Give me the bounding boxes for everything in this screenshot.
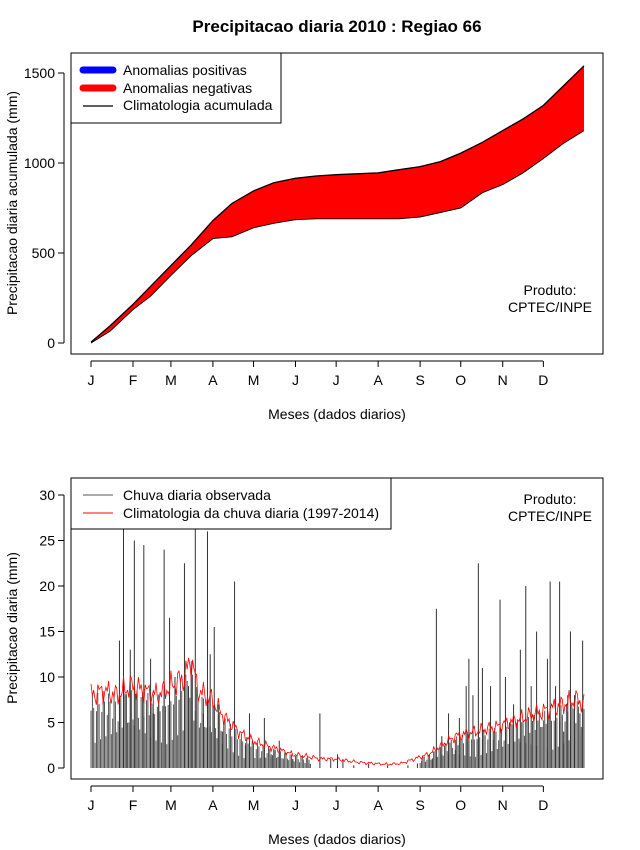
y-axis: 0 500 1000 1500 xyxy=(24,65,65,351)
credit-source: CPTEC/INPE xyxy=(508,508,592,524)
x-tick-label: N xyxy=(498,797,508,813)
x-tick-label: J xyxy=(333,372,340,388)
legend: Anomalias positivas Anomalias negativas … xyxy=(70,52,282,124)
y-tick-label: 1500 xyxy=(24,65,55,81)
y-tick-label: 30 xyxy=(39,487,55,503)
y-tick-label: 0 xyxy=(47,335,55,351)
x-tick-label: M xyxy=(248,797,260,813)
y-tick-label: 500 xyxy=(32,245,56,261)
credit-product: Produto: xyxy=(524,282,577,298)
x-tick-label: S xyxy=(415,797,424,813)
legend-label-negative: Anomalias negativas xyxy=(123,80,252,96)
climatology-daily-line xyxy=(90,657,585,766)
x-tick-label: F xyxy=(129,372,138,388)
y-tick-label: 5 xyxy=(47,715,55,731)
x-axis-label: Meses (dados diarios) xyxy=(268,406,406,422)
y-tick-label: 0 xyxy=(47,760,55,776)
y-axis-label: Precipitacao diaria (mm) xyxy=(4,552,20,704)
x-tick-label: D xyxy=(538,372,548,388)
x-tick-label: M xyxy=(165,797,177,813)
y-tick-label: 20 xyxy=(39,578,55,594)
x-tick-label: S xyxy=(415,372,424,388)
legend-label-positive: Anomalias positivas xyxy=(123,62,247,78)
credit-product: Produto: xyxy=(524,491,577,507)
credit-source: CPTEC/INPE xyxy=(508,299,592,315)
legend-label-observed: Chuva diaria observada xyxy=(123,487,271,503)
observed-cumulative-line xyxy=(90,130,585,344)
y-axis: 0 5 10 15 20 25 30 xyxy=(39,487,65,776)
plot-frame xyxy=(70,52,604,355)
y-tick-label: 10 xyxy=(39,669,55,685)
daily-plot-area xyxy=(90,513,585,768)
y-tick-label: 1000 xyxy=(24,155,55,171)
x-tick-label: O xyxy=(455,372,466,388)
x-tick-label: J xyxy=(292,797,299,813)
x-tick-label: J xyxy=(292,372,299,388)
climatology-cumulative-line xyxy=(90,65,585,343)
x-tick-label: D xyxy=(538,797,548,813)
x-tick-label: A xyxy=(373,797,383,813)
x-tick-label: O xyxy=(455,797,466,813)
x-tick-label: M xyxy=(248,372,260,388)
x-tick-label: F xyxy=(129,797,138,813)
cumulative-precipitation-chart: Precipitacao diaria 2010 : Regiao 66 0 50… xyxy=(4,17,604,422)
legend-box xyxy=(70,477,392,530)
x-tick-label: J xyxy=(333,797,340,813)
negative-anomaly-area xyxy=(91,65,584,344)
daily-precipitation-chart: 0 5 10 15 20 25 30 J F M A M J J A S O N D Meses (dados d… xyxy=(4,477,604,847)
legend: Chuva diaria observada Climatologia da c… xyxy=(70,477,392,530)
x-tick-label: J xyxy=(88,372,95,388)
x-tick-label: M xyxy=(165,372,177,388)
x-tick-label: J xyxy=(88,797,95,813)
legend-label-climatology: Climatologia acumulada xyxy=(123,97,273,113)
observed-daily-bars xyxy=(90,513,585,768)
x-tick-label: N xyxy=(498,372,508,388)
y-axis-label: Precipitacao diaria acumulada (mm) xyxy=(4,91,20,315)
x-tick-label: A xyxy=(373,372,383,388)
chart-title: Precipitacao diaria 2010 : Regiao 66 xyxy=(192,17,481,36)
legend-label-climatology: Climatologia da chuva diaria (1997-2014) xyxy=(123,505,379,521)
x-tick-label: A xyxy=(208,372,218,388)
y-tick-label: 25 xyxy=(39,533,55,549)
x-axis-label: Meses (dados diarios) xyxy=(268,831,406,847)
y-tick-label: 15 xyxy=(39,624,55,640)
cumulative-plot-area xyxy=(90,65,585,344)
x-tick-label: A xyxy=(208,797,218,813)
